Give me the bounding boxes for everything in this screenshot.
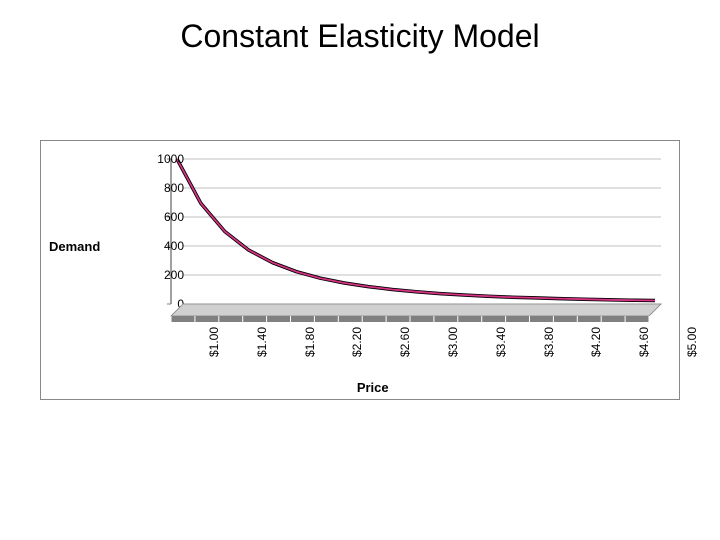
x-tick-label: $1.40 (255, 327, 269, 357)
floor-svg (171, 304, 661, 324)
x-tick-label: $2.60 (398, 327, 412, 357)
y-tick-label: 800 (144, 181, 184, 195)
floor-top (171, 304, 661, 316)
x-tick-group: $1.00 $1.40 $1.80 $2.20 $2.60 $3.00 $3.40 $3.80… (171, 327, 661, 377)
y-tick-label: 400 (144, 239, 184, 253)
chart-container: Demand Price 02004006008001000 $1.00$1.4… (40, 140, 680, 400)
chart-svg (171, 159, 661, 306)
plot-area (171, 159, 661, 304)
x-tick-label: $3.40 (494, 327, 508, 357)
x-tick-label: $5.00 (685, 327, 699, 357)
y-tick-label: 1000 (144, 152, 184, 166)
x-tick-label: $3.80 (542, 327, 556, 357)
x-tick-label: $4.60 (637, 327, 651, 357)
x-tick-label: $3.00 (446, 327, 460, 357)
x-tick-label: $4.20 (589, 327, 603, 357)
demand-curve-outer (177, 159, 655, 301)
chart-floor (171, 304, 661, 322)
demand-curve-inner (177, 159, 655, 301)
y-tick-label: 600 (144, 210, 184, 224)
x-tick-label: $1.00 (207, 327, 221, 357)
y-tick-label: 200 (144, 268, 184, 282)
x-axis-label: Price (357, 380, 389, 395)
x-tick-label: $2.20 (350, 327, 364, 357)
slide-title: Constant Elasticity Model (0, 0, 720, 55)
y-axis-label: Demand (49, 239, 100, 254)
x-tick-label: $1.80 (303, 327, 317, 357)
